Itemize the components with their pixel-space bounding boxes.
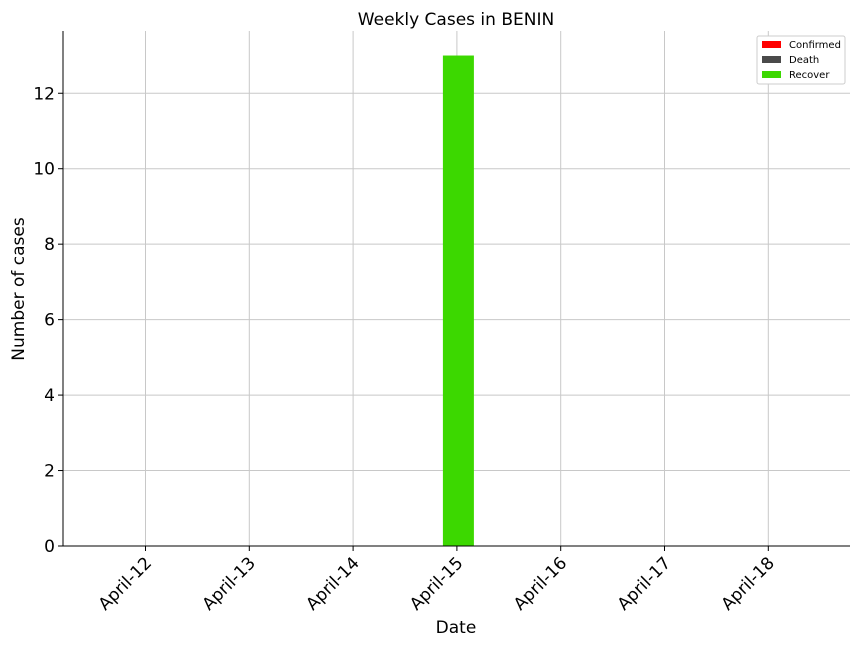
bars (442, 55, 474, 547)
x-tick-label: April-17 (614, 553, 675, 614)
y-tick-label: 12 (33, 84, 55, 104)
chart-title: Weekly Cases in BENIN (358, 10, 554, 30)
x-ticks: April-12 April-13 April-14 April-15 April-16… (95, 546, 779, 615)
legend-swatch-recover (762, 71, 781, 78)
y-ticks: 0 2 4 6 8 10 12 (33, 84, 63, 557)
y-axis-title: Number of cases (9, 217, 29, 361)
x-axis-title: Date (436, 618, 477, 638)
y-tick-label: 8 (44, 235, 55, 255)
x-tick-label: April-14 (302, 553, 363, 614)
legend-label-death: Death (789, 55, 819, 66)
y-tick-label: 6 (44, 311, 55, 331)
legend-swatch-death (762, 56, 781, 63)
legend-label-confirmed: Confirmed (789, 40, 841, 51)
y-tick-label: 10 (33, 160, 55, 180)
legend-swatch-confirmed (762, 41, 781, 48)
y-tick-label: 0 (44, 537, 55, 557)
y-tick-label: 2 (44, 462, 55, 482)
legend-label-recover: Recover (789, 70, 830, 81)
legend: Confirmed Death Recover (756, 35, 846, 85)
x-tick-label: April-13 (199, 553, 260, 614)
x-tick-label: April-12 (95, 553, 156, 614)
y-tick-label: 4 (44, 386, 55, 406)
x-tick-label: April-18 (718, 553, 779, 614)
x-tick-label: April-16 (510, 553, 571, 614)
x-tick-label: April-15 (406, 553, 467, 614)
bar-recover (442, 55, 474, 547)
